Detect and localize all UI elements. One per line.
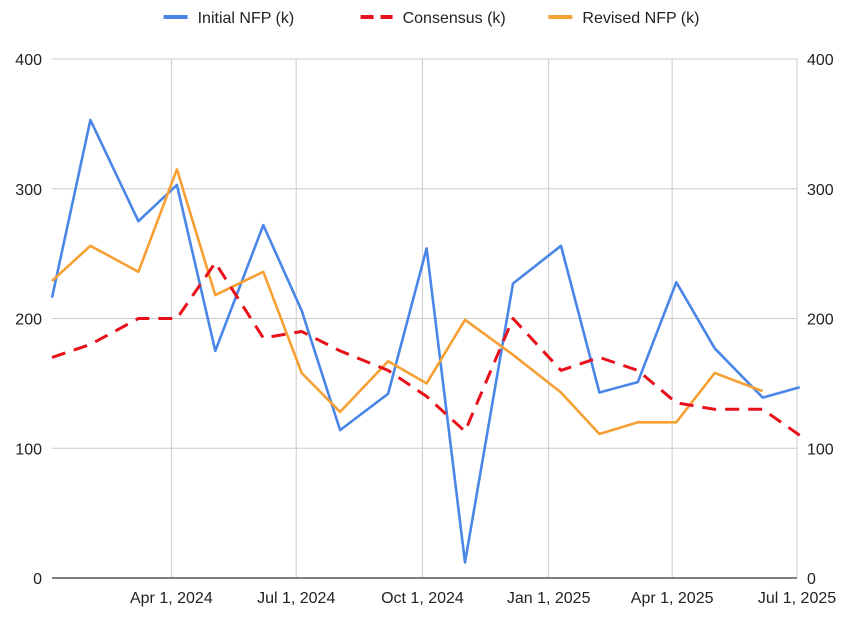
series-line-0 (50, 118, 801, 564)
series-line-1 (51, 261, 801, 437)
x-tick-label: Apr 1, 2025 (631, 590, 714, 607)
legend-label-2: Revised NFP (k) (582, 10, 699, 27)
y-tick-label-left: 300 (15, 182, 42, 199)
y-tick-label-right: 300 (807, 182, 834, 199)
y-tick-label-right: 0 (807, 571, 816, 588)
y-tick-label-right: 200 (807, 312, 834, 329)
y-tick-label-right: 100 (807, 441, 834, 458)
y-tick-label-left: 400 (15, 52, 42, 69)
legend: Initial NFP (k) Consensus (k) Revised NFP … (163, 10, 699, 27)
y-tick-label-left: 100 (15, 441, 42, 458)
y-tick-label-left: 0 (33, 571, 42, 588)
legend-label-1: Consensus (k) (403, 10, 506, 27)
y-tick-label-left: 200 (15, 312, 42, 329)
legend-label-0: Initial NFP (k) (198, 10, 295, 27)
axes: 0 0 100 100 200 200 300 300 400 400 Apr 1, 2024 Jul… (15, 52, 836, 607)
x-tick-label: Jul 1, 2025 (758, 590, 836, 607)
x-tick-label: Jan 1, 2025 (507, 590, 591, 607)
series-lines (50, 118, 801, 564)
x-tick-label: Jul 1, 2024 (257, 590, 335, 607)
x-tick-label: Apr 1, 2024 (130, 590, 213, 607)
gridlines (52, 58, 798, 578)
y-tick-label-right: 400 (807, 52, 834, 69)
x-tick-label: Oct 1, 2024 (381, 590, 464, 607)
series-line-2 (51, 168, 764, 436)
